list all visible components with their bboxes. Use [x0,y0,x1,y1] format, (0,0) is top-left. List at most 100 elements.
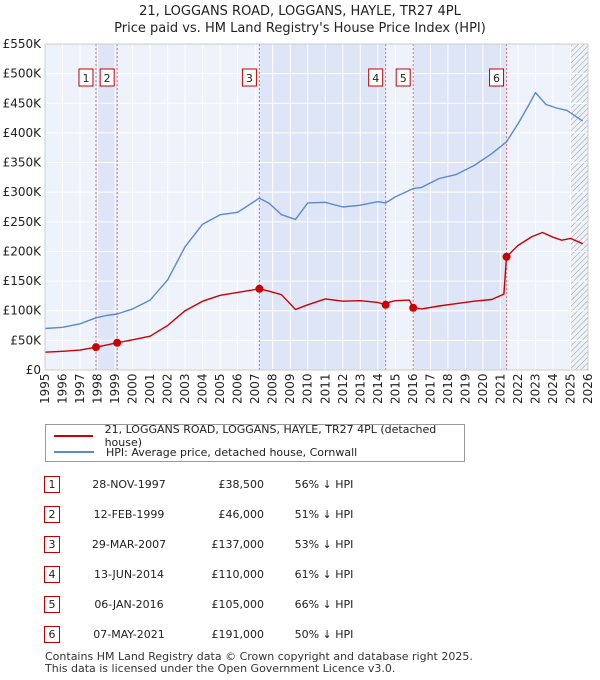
footer-licence: This data is licensed under the Open Gov… [45,662,396,675]
sale-number-badge: 3 [44,536,60,553]
x-tick-label: 1995 [38,373,52,404]
x-tick-label: 2023 [528,373,542,404]
legend-swatch-hpi [54,451,94,453]
x-tick-label: 2012 [336,373,350,404]
series-line-property [44,231,583,353]
legend-label-hpi: HPI: Average price, detached house, Corn… [106,445,358,459]
sale-label-number: 1 [82,72,89,85]
x-tick-label: 2020 [476,373,490,404]
x-tick-label: 2022 [511,373,525,404]
y-tick-label: £200K [3,244,43,258]
table-row: 1 28-NOV-1997 £38,500 56% ↓ HPI [44,476,444,494]
sale-hpi-diff: 56% ↓ HPI [294,478,354,491]
sale-label-number: 4 [372,72,379,85]
sale-price: £191,000 [211,628,265,641]
legend-label-property: 21, LOGGANS ROAD, LOGGANS, HAYLE, TR27 4… [104,423,437,449]
x-tick-label: 1998 [91,373,105,404]
x-tick-label: 2016 [406,373,420,404]
series-line-hpi [44,91,584,330]
table-row: 5 06-JAN-2016 £105,000 66% ↓ HPI [44,596,444,614]
x-tick-label: 2007 [248,373,262,404]
price-chart: 21, LOGGANS ROAD, LOGGANS, HAYLE, TR27 4… [3,4,595,404]
sale-number-badge: 4 [44,566,60,583]
x-tick-label: 2009 [283,373,297,404]
sale-point [255,284,264,293]
sale-label-number: 5 [400,72,407,85]
sale-hpi-diff: 53% ↓ HPI [294,538,354,551]
forecast-hatch [570,44,588,370]
x-tick-label: 2019 [458,373,472,404]
sale-hpi-diff: 51% ↓ HPI [294,508,354,521]
sale-point [113,338,122,347]
sale-hpi-diff: 61% ↓ HPI [294,568,354,581]
x-tick-label: 2014 [371,373,385,404]
y-tick-label: £150K [3,274,43,288]
y-tick-label: £0 [26,363,41,377]
table-row: 4 13-JUN-2014 £110,000 61% ↓ HPI [44,566,444,584]
sale-point [381,300,390,309]
sale-point [502,252,511,261]
chart-title: 21, LOGGANS ROAD, LOGGANS, HAYLE, TR27 4… [139,4,462,19]
x-tick-label: 2026 [581,373,595,404]
sale-date: 07-MAY-2021 [93,628,165,641]
sale-date: 29-MAR-2007 [91,538,167,551]
x-tick-label: 2024 [546,373,560,404]
legend-swatch-property [54,435,93,437]
sale-label-number: 6 [493,72,500,85]
y-tick-label: £500K [3,67,43,81]
sale-label-number: 2 [104,72,111,85]
sale-point [91,343,100,352]
y-tick-label: £450K [3,96,43,110]
plot-frame [44,43,589,371]
sale-price: £110,000 [211,568,265,581]
sale-price: £105,000 [211,598,265,611]
sale-label-box [368,68,384,87]
sale-number-badge: 1 [44,476,60,493]
sale-number-badge: 2 [44,506,60,523]
table-row: 3 29-MAR-2007 £137,000 53% ↓ HPI [44,536,444,554]
legend-item-property: 21, LOGGANS ROAD, LOGGANS, HAYLE, TR27 4… [54,423,464,449]
x-tick-label: 2025 [563,373,577,404]
sale-hpi-diff: 66% ↓ HPI [294,598,354,611]
x-tick-label: 2002 [161,373,175,404]
y-tick-label: £550K [3,37,43,51]
x-tick-label: 2017 [423,373,437,404]
sale-period-band [413,44,507,370]
sale-date: 06-JAN-2016 [94,598,164,611]
sale-number-badge: 5 [44,596,60,613]
x-tick-label: 2001 [143,373,157,404]
x-tick-label: 2015 [388,373,402,404]
legend: 21, LOGGANS ROAD, LOGGANS, HAYLE, TR27 4… [45,423,465,462]
x-tick-label: 2010 [301,373,315,404]
x-tick-label: 2000 [126,373,140,404]
sale-label-number: 3 [246,72,253,85]
x-tick-label: 2013 [353,373,367,404]
sale-date: 28-NOV-1997 [92,478,166,491]
sale-date: 12-FEB-1999 [93,508,165,521]
legend-item-hpi: HPI: Average price, detached house, Corn… [54,444,357,460]
x-tick-label: 2018 [441,373,455,404]
x-tick-label: 2021 [493,373,507,404]
sale-price: £137,000 [211,538,265,551]
sale-label-box [99,68,115,87]
y-tick-label: £400K [3,126,43,140]
x-tick-label: 2008 [266,373,280,404]
sale-number-badge: 6 [44,626,60,643]
sale-period-band [95,44,118,370]
sale-period-band [259,44,386,370]
sale-label-box [241,68,257,87]
y-tick-label: £250K [3,215,43,229]
table-row: 2 12-FEB-1999 £46,000 51% ↓ HPI [44,506,444,524]
x-tick-label: 2004 [196,373,210,404]
x-tick-label: 2005 [213,373,227,404]
sale-hpi-diff: 50% ↓ HPI [294,628,354,641]
x-tick-label: 2006 [231,373,245,404]
footer-copyright: Contains HM Land Registry data © Crown c… [45,650,473,663]
sale-price: £38,500 [218,478,265,491]
footer: Contains HM Land Registry data © Crown c… [45,651,473,675]
y-tick-label: £300K [3,185,43,199]
sale-label-box [78,68,94,87]
sale-label-box [489,68,505,87]
y-tick-label: £50K [10,333,42,347]
x-tick-label: 1999 [108,373,122,404]
